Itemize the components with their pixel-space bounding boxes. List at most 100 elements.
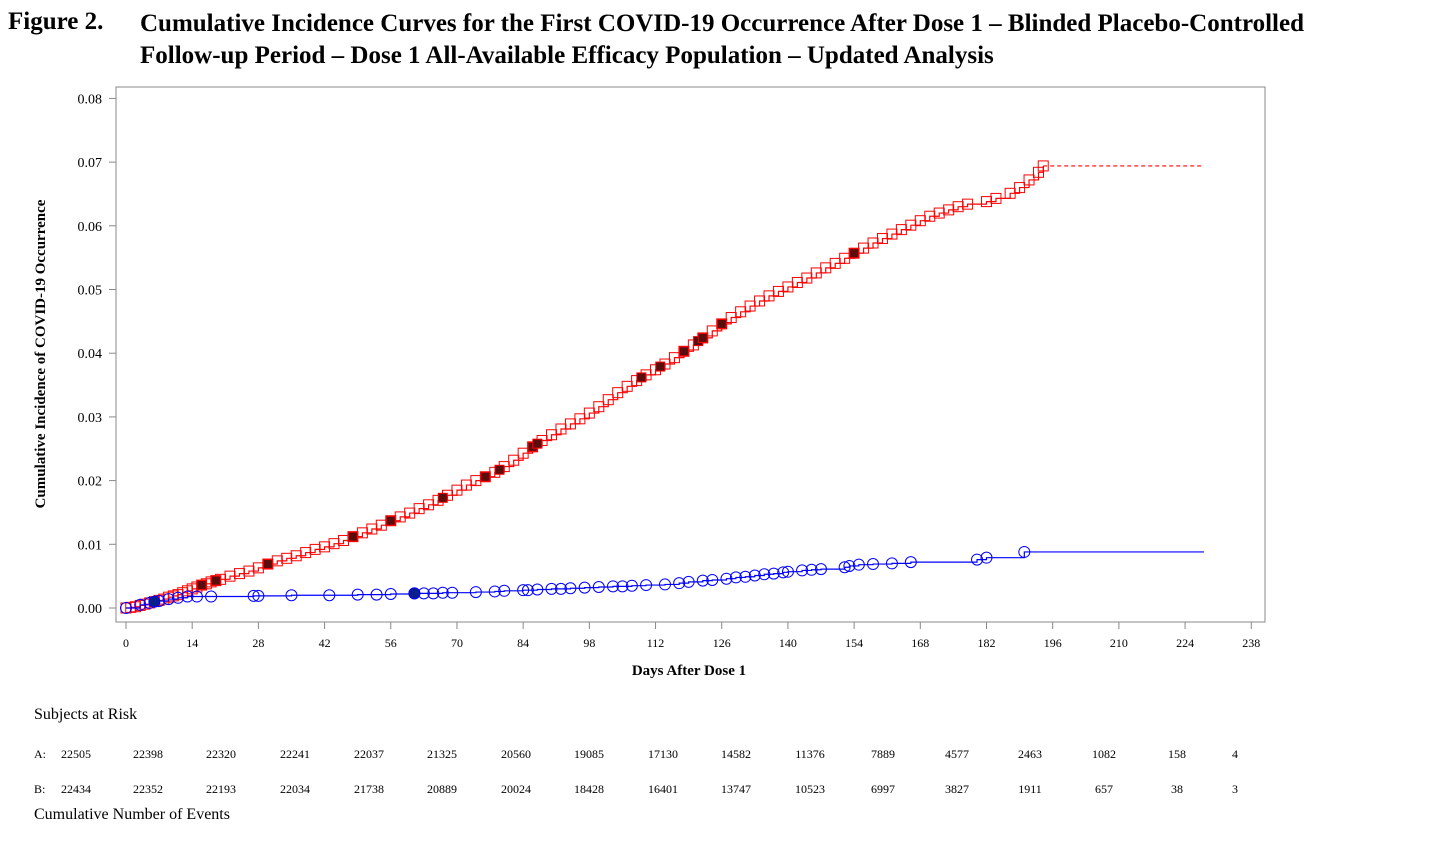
series-1-point bbox=[867, 237, 879, 249]
series-2-point bbox=[904, 556, 917, 569]
series-2-point bbox=[498, 584, 511, 597]
risk-value: 1082 bbox=[1092, 747, 1116, 761]
series-2-point bbox=[767, 567, 780, 580]
series-2-point bbox=[682, 575, 695, 588]
series-1-point bbox=[460, 479, 472, 491]
series-1-filled-point bbox=[437, 492, 448, 503]
series-2-filled-point bbox=[148, 595, 161, 608]
series-1-point bbox=[319, 541, 331, 553]
y-tick-label: 0.05 bbox=[78, 284, 103, 299]
series-1-point bbox=[281, 552, 293, 564]
risk-value: 14582 bbox=[721, 747, 751, 761]
y-tick-label: 0.04 bbox=[78, 347, 103, 362]
figure-title-line-2: Follow-up Period – Dose 1 All-Available … bbox=[140, 42, 994, 69]
series-1-point bbox=[820, 262, 832, 274]
x-tick-label: 112 bbox=[647, 636, 665, 650]
risk-value: 11376 bbox=[795, 747, 825, 761]
risk-row-a: A: 22505 22398 22320 22241 22037 21325 20560 19… bbox=[0, 747, 1456, 767]
series-2-point bbox=[323, 589, 336, 602]
series-2-point bbox=[521, 584, 534, 597]
series-1-point bbox=[309, 543, 321, 555]
series-1-point bbox=[735, 306, 747, 318]
series-2-point bbox=[843, 559, 856, 572]
series-1-point bbox=[895, 224, 907, 236]
series-1-point bbox=[924, 210, 936, 222]
risk-value: 20889 bbox=[427, 782, 457, 796]
series-1-filled-point bbox=[849, 248, 860, 259]
risk-value: 22034 bbox=[280, 782, 310, 796]
x-tick-label: 126 bbox=[713, 636, 731, 650]
y-axis-label: Cumulative Incidence of COVID-19 Occurre… bbox=[33, 199, 49, 508]
series-1-point bbox=[886, 228, 898, 240]
x-tick-label: 42 bbox=[319, 636, 331, 650]
x-tick-label: 140 bbox=[779, 636, 797, 650]
risk-value: 22241 bbox=[280, 747, 310, 761]
series-1-point bbox=[328, 538, 340, 550]
series-1-point bbox=[413, 503, 425, 515]
series-2-point bbox=[285, 589, 298, 602]
risk-table-footer: Cumulative Number of Events bbox=[34, 806, 230, 823]
series-1-point bbox=[300, 547, 312, 559]
series-1-point bbox=[574, 413, 586, 425]
series-2-point bbox=[427, 587, 440, 600]
series-1-point bbox=[366, 523, 378, 535]
series-1-point bbox=[1037, 160, 1049, 172]
series-1-filled-point bbox=[210, 575, 221, 586]
series-1-point bbox=[914, 215, 926, 227]
x-tick-label: 196 bbox=[1044, 636, 1062, 650]
series-1-point bbox=[1014, 182, 1026, 194]
series-2-point bbox=[805, 563, 818, 576]
series-1-point bbox=[593, 401, 605, 413]
series-2-filled-point bbox=[408, 587, 421, 600]
series-2-point bbox=[488, 585, 501, 598]
risk-value: 657 bbox=[1095, 782, 1113, 796]
series-1-point bbox=[725, 312, 737, 324]
risk-value: 4577 bbox=[945, 747, 969, 761]
y-tick-label: 0.06 bbox=[78, 220, 103, 235]
series-1-point bbox=[233, 568, 245, 580]
series-1-point bbox=[1023, 174, 1035, 186]
series-1-point bbox=[290, 550, 302, 562]
risk-row-b: B: 22434 22352 22193 22034 21738 20889 20024 18… bbox=[0, 782, 1456, 802]
series-2-point bbox=[720, 572, 733, 585]
plot-frame bbox=[115, 86, 1266, 623]
risk-value: 13747 bbox=[721, 782, 751, 796]
x-tick-label: 14 bbox=[186, 636, 198, 650]
series-2-line bbox=[126, 551, 1204, 609]
x-tick-label: 0 bbox=[123, 636, 129, 650]
series-1-filled-point bbox=[716, 318, 727, 329]
series-1-point bbox=[791, 276, 803, 288]
series-1-point bbox=[962, 198, 974, 210]
risk-table-header: Subjects at Risk bbox=[34, 706, 138, 723]
risk-value: 22434 bbox=[61, 782, 91, 796]
risk-value: 17130 bbox=[648, 747, 678, 761]
series-2-point bbox=[796, 564, 809, 577]
series-1-point bbox=[876, 233, 888, 245]
series-2-point bbox=[517, 584, 530, 597]
series-2-point bbox=[578, 581, 591, 594]
series-2-point bbox=[370, 588, 383, 601]
series-2-point bbox=[748, 569, 761, 582]
series-1-filled-point bbox=[347, 531, 358, 542]
figure-title-line-1: Cumulative Incidence Curves for the Firs… bbox=[140, 10, 1304, 37]
series-2-point bbox=[134, 598, 147, 611]
risk-value: 22320 bbox=[206, 747, 236, 761]
x-tick-label: 182 bbox=[977, 636, 995, 650]
x-tick-label: 224 bbox=[1176, 636, 1194, 650]
series-2-point bbox=[205, 590, 218, 603]
series-1-filled-point bbox=[480, 471, 491, 482]
series-1-point bbox=[243, 565, 255, 577]
risk-value: 22193 bbox=[206, 782, 236, 796]
risk-value: 1911 bbox=[1018, 782, 1042, 796]
risk-row-label: A: bbox=[34, 747, 46, 761]
series-2-point bbox=[696, 574, 709, 587]
series-1-point bbox=[621, 380, 633, 392]
series-1-point bbox=[423, 499, 435, 511]
series-2-point bbox=[815, 563, 828, 576]
x-tick-label: 238 bbox=[1242, 636, 1260, 650]
risk-value: 20024 bbox=[501, 782, 531, 796]
series-1-filled-point bbox=[655, 361, 666, 372]
x-tick-label: 210 bbox=[1110, 636, 1128, 650]
series-1-filled-point bbox=[196, 580, 207, 591]
risk-value: 4 bbox=[1232, 747, 1238, 761]
